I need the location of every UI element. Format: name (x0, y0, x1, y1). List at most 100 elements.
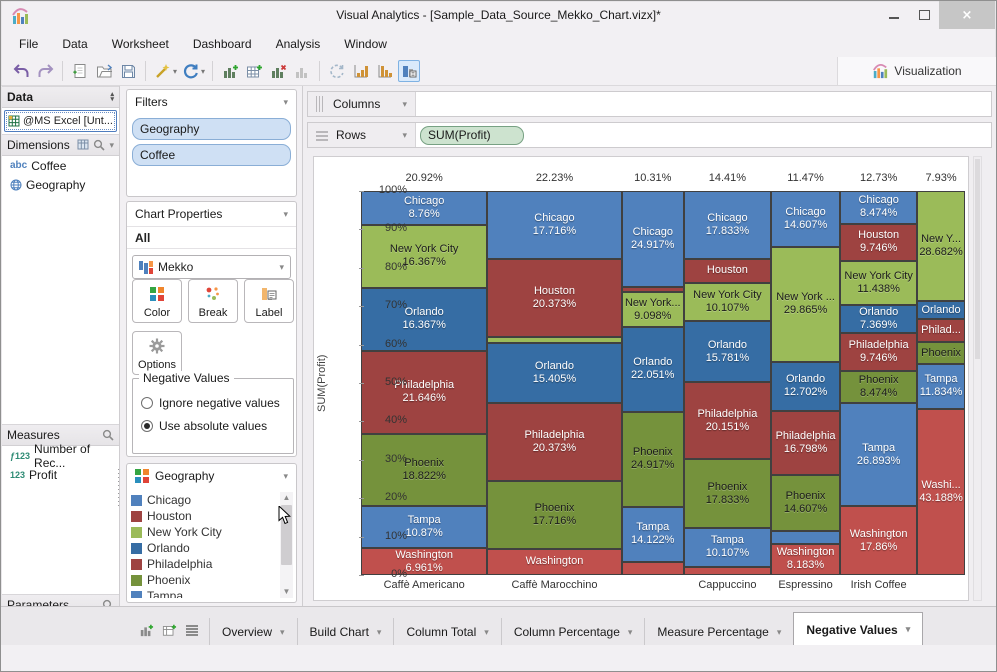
menu-item-analysis[interactable]: Analysis (275, 37, 321, 51)
mekko-segment[interactable]: Orlando 12.702% (770, 361, 841, 411)
chevron-down-icon[interactable]: ▾ (402, 129, 407, 140)
legend-item[interactable]: Chicago (131, 492, 278, 508)
mekko-segment[interactable]: Tampa 10.87% (361, 506, 488, 549)
save-button[interactable] (117, 60, 139, 82)
mekko-segment[interactable]: Phoenix 24.917% (621, 411, 684, 508)
remove-chart-button[interactable] (267, 60, 289, 82)
columns-field[interactable] (416, 92, 991, 116)
mekko-segment[interactable]: Philadelphia 20.373% (487, 402, 622, 481)
redo-button[interactable] (34, 60, 56, 82)
mekko-segment[interactable]: Washington 6.961% (361, 548, 488, 575)
measure-item-profit[interactable]: 123 Profit (2, 465, 119, 484)
mekko-segment[interactable]: Tampa 26.893% (840, 403, 918, 507)
mekko-chart-button[interactable] (398, 60, 421, 82)
mekko-segment[interactable]: Tampa 11.834% (917, 363, 965, 410)
add-table-button[interactable] (243, 60, 265, 82)
mekko-segment[interactable]: Tampa 10.107% (683, 527, 771, 567)
mekko-segment[interactable]: Chicago 8.474% (840, 191, 918, 224)
sort-descending-button[interactable] (374, 60, 396, 82)
chevron-down-icon[interactable]: ▾ (776, 626, 782, 637)
chevron-down-icon[interactable]: ▾ (280, 626, 285, 637)
dimension-item-coffee[interactable]: abc Coffee (2, 156, 119, 175)
sum-profit-pill[interactable]: SUM(Profit) (420, 125, 524, 145)
scrollbar-thumb[interactable] (975, 159, 980, 359)
chevron-down-icon[interactable]: ▾ (402, 98, 407, 109)
mekko-segment[interactable]: Houston 20.373% (487, 259, 622, 338)
mekko-segment[interactable]: Chicago 24.917% (621, 191, 684, 287)
collapse-expand-icon[interactable]: ▴ ▾ (110, 91, 114, 103)
data-source-item[interactable]: @MS Excel [Unt... (4, 110, 117, 132)
mekko-segment[interactable]: Washington (487, 548, 622, 575)
undo-button[interactable] (10, 60, 32, 82)
scrollbar-thumb[interactable] (281, 505, 292, 565)
mekko-segment[interactable] (683, 566, 771, 575)
chart-scrollbar[interactable] (973, 156, 982, 601)
open-button[interactable] (93, 60, 115, 82)
chevron-down-icon[interactable]: ▾ (905, 624, 911, 634)
maximize-button[interactable] (909, 1, 939, 29)
chevron-down-icon[interactable]: ▾ (283, 96, 288, 107)
mekko-segment[interactable]: New York City 11.438% (840, 260, 918, 305)
legend-item[interactable]: Orlando (131, 540, 278, 556)
legend-item[interactable]: New York City (131, 524, 278, 540)
mekko-segment[interactable]: Houston (683, 259, 771, 283)
rotate-button[interactable] (326, 60, 348, 82)
mekko-segment[interactable]: Phoenix 17.833% (683, 459, 771, 528)
menu-item-dashboard[interactable]: Dashboard (192, 37, 252, 51)
mekko-segment[interactable]: New York City 10.107% (683, 282, 771, 322)
tab-overview[interactable]: Overview ▾ (209, 618, 298, 646)
chevron-down-icon[interactable]: ▾ (109, 139, 114, 150)
scroll-down-icon[interactable]: ▼ (282, 587, 291, 596)
add-chart-button[interactable] (219, 60, 241, 82)
format-wand-button[interactable] (152, 60, 174, 82)
measure-item-number-of-records[interactable]: ƒ123 Number of Rec... (2, 442, 119, 470)
filter-pill-coffee[interactable]: Coffee (132, 144, 291, 166)
mekko-segment[interactable]: Chicago 17.833% (683, 191, 771, 260)
mekko-segment[interactable]: New Y... 28.682% (917, 191, 965, 302)
mekko-segment[interactable]: Philad... (917, 319, 965, 343)
menu-item-window[interactable]: Window (344, 37, 387, 51)
mekko-segment[interactable]: Orlando 15.781% (683, 321, 771, 382)
radio-ignore-negative-values[interactable]: Ignore negative values (141, 396, 280, 410)
chevron-down-icon[interactable]: ▾ (283, 470, 288, 481)
mekko-segment[interactable]: New York ... 29.865% (770, 247, 841, 362)
mekko-segment[interactable]: Washington 8.183% (770, 543, 841, 575)
rows-shelf-label[interactable]: Rows ▾ (308, 123, 416, 147)
tab-measure-percentage[interactable]: Measure Percentage ▾ (645, 618, 795, 646)
color-button[interactable]: Color (132, 279, 182, 323)
break-button[interactable]: Break (188, 279, 238, 323)
search-icon[interactable] (102, 429, 114, 441)
mekko-segment[interactable] (770, 531, 841, 544)
chevron-down-icon[interactable]: ▾ (627, 626, 633, 637)
mekko-segment[interactable]: Washington 17.86% (840, 506, 918, 575)
columns-shelf-label[interactable]: Columns ▾ (308, 92, 416, 116)
new-worksheet-icon[interactable] (139, 623, 154, 637)
mekko-segment[interactable]: New York... 9.098% (621, 292, 684, 327)
mekko-segment[interactable]: Orlando (917, 301, 965, 320)
sheet-list-icon[interactable] (185, 624, 199, 636)
options-button[interactable]: Options (132, 331, 182, 375)
close-button[interactable]: × (939, 1, 995, 29)
chart-type-select[interactable]: Mekko ▾ (132, 255, 291, 279)
mekko-segment[interactable]: Tampa 14.122% (621, 507, 684, 562)
rows-field[interactable]: SUM(Profit) (416, 123, 991, 147)
mekko-segment[interactable]: Philadelphia 16.798% (770, 410, 841, 476)
mekko-segment[interactable]: Chicago 8.76% (361, 191, 488, 225)
tab-build-chart[interactable]: Build Chart ▾ (298, 618, 395, 646)
legend-item[interactable]: Tampa (131, 588, 278, 598)
mekko-segment[interactable] (621, 561, 684, 575)
tab-column-percentage[interactable]: Column Percentage ▾ (502, 618, 646, 646)
mekko-segment[interactable]: Phoenix 14.607% (770, 475, 841, 532)
mekko-segment[interactable]: Phoenix 8.474% (840, 370, 918, 404)
mekko-segment[interactable]: Philadelphia 21.646% (361, 350, 488, 434)
dimension-item-geography[interactable]: Geography (2, 175, 119, 194)
menu-item-file[interactable]: File (19, 37, 39, 51)
search-icon[interactable] (93, 139, 106, 151)
mekko-segment[interactable]: Orlando 7.369% (840, 304, 918, 334)
mekko-segment[interactable]: Phoenix 17.716% (487, 480, 622, 549)
mekko-segment[interactable]: Orlando 16.367% (361, 287, 488, 351)
tab-negative-values[interactable]: Negative Values ▾ (793, 612, 924, 646)
filter-pill-geography[interactable]: Geography (132, 118, 291, 140)
format-wand-dropdown-arrow[interactable]: ▾ (173, 66, 178, 76)
mekko-segment[interactable]: Orlando 22.051% (621, 326, 684, 412)
